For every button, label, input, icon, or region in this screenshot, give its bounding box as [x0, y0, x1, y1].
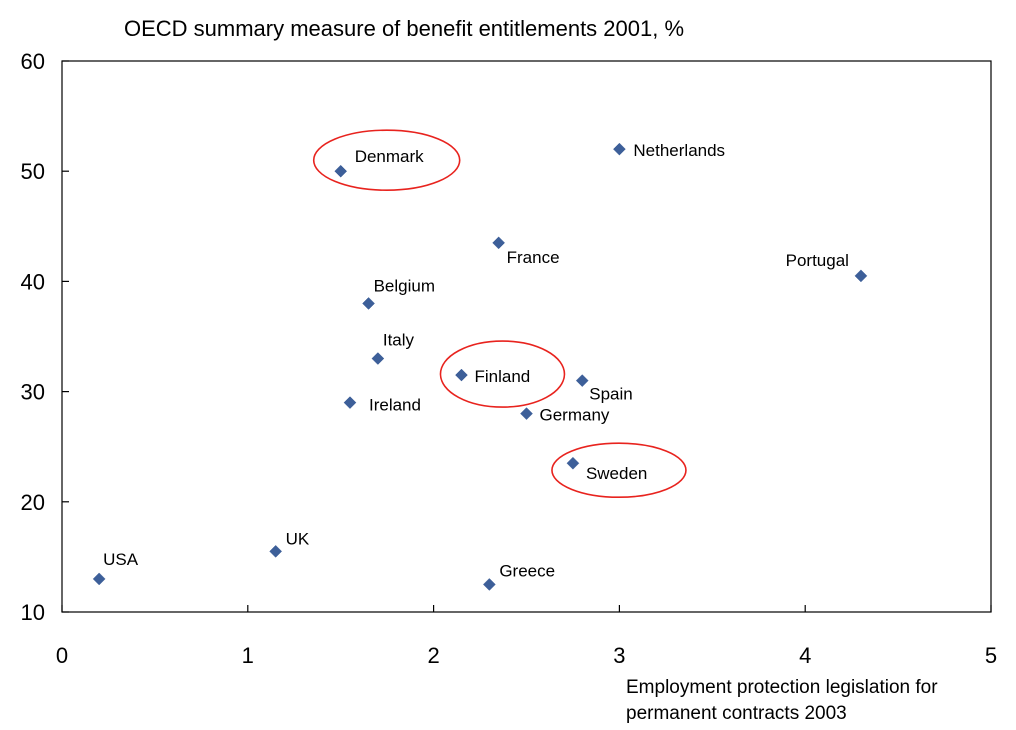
data-point-france	[492, 236, 505, 250]
data-label-france: France	[507, 248, 560, 267]
highlight-ellipse-denmark	[312, 129, 461, 191]
highlight-ellipses	[312, 129, 687, 499]
data-label-uk: UK	[286, 529, 310, 548]
x-tick-label: 3	[613, 643, 625, 668]
data-point-finland	[455, 368, 468, 382]
x-axis-label-line-1: Employment protection legislation for	[626, 677, 938, 698]
x-tick-label: 2	[427, 643, 439, 668]
data-label-sweden: Sweden	[586, 464, 647, 483]
data-point-sweden	[566, 456, 580, 470]
data-point-portugal	[854, 269, 868, 283]
plot-area-frame	[61, 60, 992, 613]
data-label-netherlands: Netherlands	[633, 141, 725, 160]
data-label-usa: USA	[103, 550, 139, 569]
x-tick-label: 0	[56, 643, 68, 668]
data-point-spain	[575, 374, 589, 387]
highlight-ellipse-finland	[439, 340, 566, 408]
y-tick-label: 60	[21, 49, 45, 74]
y-axis: 10 20 30 40 50 60	[21, 49, 69, 625]
x-tick-label: 5	[985, 643, 997, 668]
y-tick-label: 30	[21, 380, 45, 405]
data-label-belgium: Belgium	[374, 276, 435, 295]
x-tick-label: 4	[799, 643, 811, 668]
data-point-netherlands	[613, 142, 626, 156]
data-point-belgium	[362, 297, 375, 310]
data-label-germany: Germany	[540, 406, 610, 425]
data-point-italy	[371, 352, 385, 365]
data-label-portugal: Portugal	[786, 251, 849, 270]
data-label-greece: Greece	[499, 561, 555, 580]
x-axis-label: Employment protection legislation for pe…	[626, 677, 943, 724]
highlight-ellipse-sweden	[551, 442, 687, 499]
data-label-spain: Spain	[589, 385, 632, 404]
data-point-uk	[269, 545, 283, 558]
data-point-germany	[520, 407, 533, 420]
y-tick-label: 50	[21, 159, 45, 184]
data-point-usa	[92, 572, 106, 586]
data-points	[92, 142, 868, 591]
data-label-ireland: Ireland	[369, 396, 421, 415]
data-point-denmark	[334, 164, 348, 178]
data-point-labels: USA UK Ireland Denmark Belgium Italy Finland Fr…	[103, 141, 849, 580]
data-point-greece	[482, 578, 496, 591]
y-tick-label: 20	[21, 490, 45, 515]
x-axis: 0 1 2 3 4 5	[56, 605, 997, 668]
x-tick-label: 1	[242, 643, 254, 668]
data-label-italy: Italy	[383, 331, 415, 350]
y-tick-label: 40	[21, 269, 45, 294]
y-tick-label: 10	[21, 600, 45, 625]
data-label-finland: Finland	[474, 367, 530, 386]
x-axis-label-line-2: permanent contracts 2003	[626, 703, 847, 724]
data-point-ireland	[343, 396, 357, 409]
data-label-denmark: Denmark	[355, 147, 424, 166]
chart-title: OECD summary measure of benefit entitlem…	[124, 16, 684, 41]
